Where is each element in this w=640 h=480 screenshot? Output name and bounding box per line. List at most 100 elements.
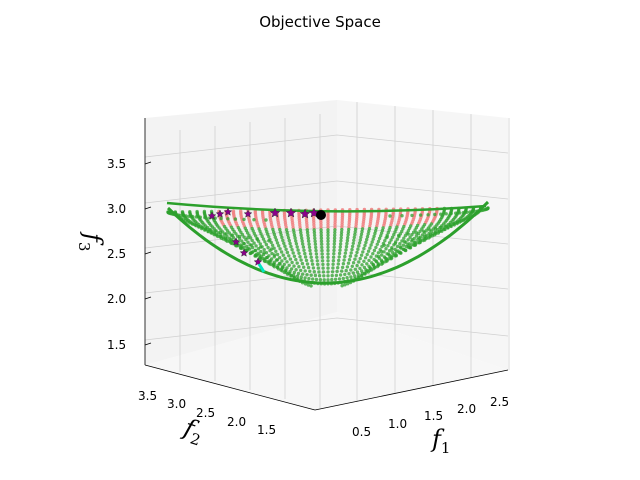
surface-point (227, 231, 231, 235)
surface-point (265, 260, 269, 264)
surface-point (312, 230, 317, 235)
surface-point (311, 277, 315, 281)
surface-point (321, 270, 326, 274)
surface-point (343, 251, 348, 255)
surface-point (439, 212, 443, 216)
reference-point (316, 210, 326, 220)
surface-point (344, 248, 348, 252)
surface-point (288, 257, 293, 261)
surface-point (305, 273, 309, 277)
surface-point (281, 253, 285, 257)
surface-point (357, 260, 361, 264)
surface-point (406, 238, 410, 242)
y-tick-label: 2.0 (227, 415, 246, 429)
surface-point (291, 228, 296, 232)
surface-point (274, 249, 278, 253)
surface-point (270, 243, 275, 247)
surface-point (319, 236, 324, 240)
surface-point (259, 245, 263, 249)
surface-point (332, 236, 337, 240)
surface-point (380, 253, 384, 257)
surface-point (314, 245, 318, 250)
surface-point (198, 215, 202, 219)
surface-point (313, 242, 318, 246)
surface-point (283, 256, 287, 261)
surface-point (355, 250, 359, 255)
surface-point (303, 255, 308, 259)
z-tick-label: 3.5 (107, 157, 126, 171)
surface-point (360, 263, 364, 267)
surface-point (365, 262, 369, 266)
surface-point (351, 261, 356, 265)
surface-point (283, 244, 287, 248)
solution-star (231, 237, 241, 246)
surface-point (326, 248, 330, 253)
surface-point (292, 233, 297, 237)
surface-point (187, 214, 191, 218)
surface-point (397, 251, 402, 255)
surface-point (425, 228, 429, 232)
surface-point (330, 277, 334, 282)
y-axis-line (144, 364, 316, 411)
surface-point (382, 243, 386, 247)
surface-point (363, 243, 367, 248)
surface-point (308, 252, 313, 256)
surface-point (326, 266, 330, 270)
y-tick-label: 3.0 (167, 397, 186, 411)
surface-point (402, 236, 406, 240)
surface-point (357, 241, 362, 245)
surface-point (246, 246, 250, 251)
surface-point (250, 238, 254, 243)
surface-point (448, 223, 452, 227)
surface-point (267, 239, 271, 243)
surface-point (348, 254, 353, 258)
surface-point (305, 230, 310, 235)
surface-point (314, 248, 318, 253)
surface-point (369, 255, 373, 259)
surface-point (340, 220, 344, 224)
solution-star (243, 209, 253, 218)
surface-point (383, 239, 387, 243)
surface-point (319, 223, 323, 227)
surface-point (284, 228, 289, 232)
surface-point (316, 266, 320, 270)
surface-point (395, 237, 400, 241)
surface-point (387, 257, 391, 261)
surface-point (367, 227, 372, 231)
x-axis-label-text: f1 (430, 425, 450, 457)
surface-point (353, 274, 357, 278)
solution-star (239, 248, 249, 257)
surface-point (353, 232, 357, 237)
surface-point (277, 256, 282, 260)
surface-point (361, 250, 365, 254)
surface-point (371, 252, 375, 256)
surface-point (306, 283, 310, 287)
surface-point (306, 239, 311, 243)
surface-point (305, 225, 309, 230)
surface-point (367, 229, 371, 233)
x-tick-label: 0.5 (352, 425, 371, 439)
surface-point (326, 255, 330, 259)
surface-point (356, 247, 360, 251)
surface-point (349, 251, 353, 255)
surface-point (278, 227, 282, 232)
surface-point (290, 248, 294, 252)
surface-point (434, 226, 438, 231)
surface-point (333, 230, 337, 235)
surface-point (247, 233, 251, 237)
surface-point (326, 278, 330, 282)
surface-point (326, 228, 330, 232)
surface-point (299, 258, 303, 262)
surface-point (351, 271, 355, 275)
surface-point (353, 230, 357, 234)
surface-point (265, 255, 270, 260)
surface-point (347, 258, 352, 262)
surface-point (395, 249, 399, 254)
surface-point (302, 265, 306, 269)
surface-point (193, 223, 198, 227)
surface-point (376, 251, 381, 255)
surface-point (455, 220, 459, 225)
surface-point (294, 268, 298, 272)
surface-point (340, 227, 344, 232)
